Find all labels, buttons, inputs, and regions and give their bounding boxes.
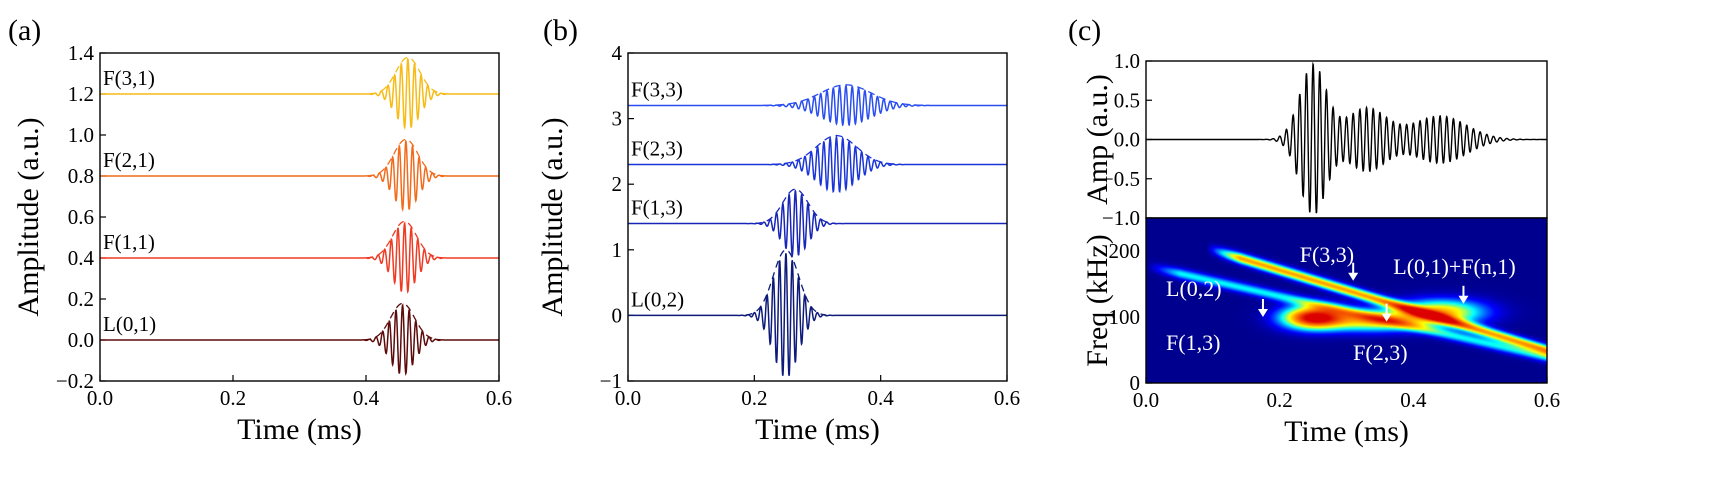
y-tick-label: 1.4 — [68, 41, 95, 65]
plot-frame — [99, 52, 500, 382]
series-label: F(1,1) — [103, 230, 155, 254]
series-line — [628, 134, 1007, 194]
series-line — [100, 221, 499, 295]
x-tick-label: 0.0 — [615, 386, 641, 410]
series-line — [100, 139, 499, 213]
y-tick-label: 2 — [612, 172, 623, 196]
annotation-arrow-head — [1348, 272, 1359, 281]
series-envelope — [745, 249, 827, 316]
y-tick-label: 0.6 — [68, 205, 94, 229]
x-tick-label: 0.0 — [87, 386, 113, 410]
y-tick-label: 0.0 — [1114, 128, 1140, 152]
y-tick-label: 0.4 — [68, 246, 95, 270]
x-tick-label: 0.6 — [486, 386, 512, 410]
y-tick-label: 0.8 — [68, 164, 94, 188]
panel-label: (b) — [543, 14, 578, 47]
x-tick-label: 0.4 — [353, 386, 380, 410]
y-axis-label: Amplitude (a.u.) — [12, 117, 45, 316]
x-tick-label: 0.0 — [1133, 388, 1159, 412]
y-tick-label: 1.0 — [68, 123, 94, 147]
y-axis-label: Amp (a.u.) — [1081, 74, 1114, 205]
annotation-arrow-head — [1257, 309, 1268, 317]
series-label: F(3,1) — [103, 66, 155, 90]
x-tick-label: 0.2 — [741, 386, 767, 410]
y-tick-label: 4 — [612, 41, 623, 65]
series-line — [628, 188, 1007, 258]
y-tick-label: −0.2 — [56, 369, 94, 393]
y-tick-label: 1.2 — [68, 82, 94, 106]
series-envelope — [765, 84, 927, 107]
series-envelope — [754, 188, 836, 224]
series-label: L(0,1) — [103, 312, 156, 336]
series-label: F(2,3) — [631, 137, 683, 161]
plot-frame — [627, 52, 1008, 382]
series-label: F(2,1) — [103, 148, 155, 172]
series-envelope — [369, 56, 447, 95]
annotation-arrow-head — [1458, 295, 1469, 304]
y-tick-label: 100 — [1109, 305, 1141, 329]
x-tick-label: 0.4 — [868, 386, 895, 410]
annotation-label: F(1,3) — [1166, 330, 1220, 355]
annotation-label: F(3,3) — [1300, 242, 1354, 267]
series-label: F(3,3) — [631, 77, 683, 101]
x-tick-label: 0.2 — [220, 386, 246, 410]
series-envelope — [771, 134, 902, 165]
x-axis-label: Time (ms) — [755, 413, 880, 446]
y-tick-label: 0 — [612, 303, 623, 327]
x-axis-label: Time (ms) — [237, 413, 362, 446]
y-axis-label: Amplitude (a.u.) — [536, 117, 569, 316]
panel-a: (a)0.0 0.2 0.4 0.6−0.20.00.20.40.60.81.01.2… — [8, 14, 512, 446]
panel-label: (a) — [8, 14, 41, 47]
y-tick-label: −1 — [600, 369, 622, 393]
series-label: L(0,2) — [631, 287, 684, 311]
series-envelope — [367, 138, 445, 177]
x-tick-label: 0.6 — [1534, 388, 1560, 412]
series-envelope — [366, 220, 443, 259]
y-axis-label: Freq (kHz) — [1081, 234, 1114, 366]
x-tick-label: 0.4 — [1400, 388, 1427, 412]
series-line — [628, 253, 1007, 376]
annotation-label: L(0,2) — [1166, 276, 1222, 301]
series-line — [628, 83, 1007, 127]
y-tick-label: 1.0 — [1114, 49, 1140, 73]
plot-frame — [1145, 217, 1548, 384]
annotation-label: F(2,3) — [1353, 340, 1407, 365]
x-tick-label: 0.6 — [994, 386, 1020, 410]
annotation-arrow-head — [1381, 313, 1392, 322]
series-label: F(1,3) — [631, 196, 683, 220]
x-tick-label: 0.2 — [1267, 388, 1293, 412]
y-tick-label: 0 — [1130, 371, 1141, 395]
y-tick-label: −0.5 — [1102, 167, 1140, 191]
y-tick-label: 0.2 — [68, 287, 94, 311]
series-envelope — [364, 302, 441, 341]
y-tick-label: 0.0 — [68, 328, 94, 352]
signal-line — [1146, 61, 1547, 214]
panel-label: (c) — [1068, 14, 1101, 47]
panel-b: (b) 0.0 0.2 0.4 0.6 −1 0 1 2 3 4 Time (ms) Amplitude… — [536, 14, 1020, 446]
x-axis-label: Time (ms) — [1284, 415, 1409, 448]
series-line — [100, 57, 499, 131]
y-tick-label: −1.0 — [1102, 206, 1140, 230]
y-tick-label: 0.5 — [1114, 88, 1140, 112]
series-line — [100, 303, 499, 377]
y-tick-label: 200 — [1109, 239, 1141, 263]
y-tick-label: 3 — [612, 107, 623, 131]
annotation-label: L(0,1)+F(n,1) — [1393, 254, 1515, 279]
y-tick-label: 1 — [612, 238, 623, 262]
